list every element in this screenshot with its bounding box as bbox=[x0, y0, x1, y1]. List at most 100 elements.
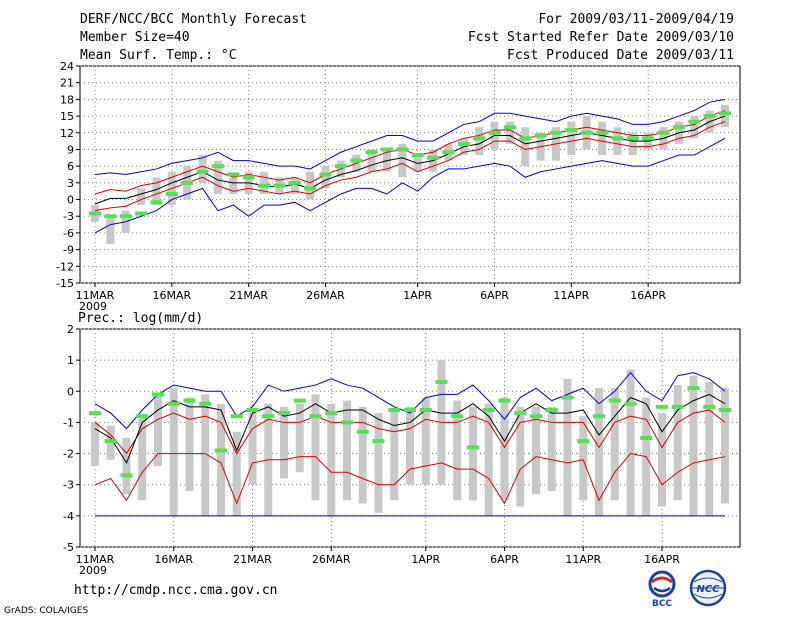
spread-bar bbox=[154, 394, 162, 467]
grads-credit: GrADS: COLA/IGES bbox=[4, 606, 89, 616]
x-tick-label: 11APR bbox=[553, 289, 589, 302]
green-mark bbox=[411, 153, 424, 158]
spread-bar bbox=[232, 431, 241, 516]
green-mark bbox=[565, 127, 578, 132]
y-tick-label: 9 bbox=[67, 143, 74, 156]
x-tick-label: 16MAR bbox=[154, 553, 193, 566]
series-line-mean bbox=[94, 393, 726, 465]
x-tick-label: 16APR bbox=[630, 289, 666, 302]
green-mark bbox=[196, 169, 209, 174]
spread-bar bbox=[367, 149, 376, 172]
precip-variable-label: Prec.: log(mm/d) bbox=[78, 311, 203, 326]
spread-bar bbox=[658, 413, 666, 507]
y-tick-label: -15 bbox=[56, 277, 74, 290]
spread-bar bbox=[690, 116, 699, 139]
spread-bar bbox=[106, 216, 115, 245]
spread-bar bbox=[217, 403, 225, 516]
spread-bar bbox=[260, 171, 269, 194]
series-line-max bbox=[94, 98, 726, 176]
spread-bar bbox=[406, 406, 414, 485]
spread-bar bbox=[390, 409, 399, 501]
green-mark bbox=[442, 150, 455, 155]
green-mark bbox=[215, 448, 227, 453]
green-mark bbox=[288, 180, 301, 185]
x-tick-label: 21MAR bbox=[229, 289, 268, 302]
green-mark bbox=[657, 130, 670, 135]
spread-bar bbox=[295, 403, 304, 473]
spread-bar bbox=[516, 406, 525, 507]
green-mark bbox=[514, 411, 527, 416]
green-mark bbox=[656, 404, 668, 409]
green-mark bbox=[703, 114, 716, 119]
spread-bar bbox=[169, 388, 178, 516]
series-line-lower bbox=[94, 121, 726, 212]
y-tick-label: -6 bbox=[63, 227, 74, 240]
ncc-logo-text: NCC bbox=[696, 584, 720, 595]
green-mark bbox=[372, 439, 385, 444]
x-tick-label: 1APR bbox=[403, 289, 432, 302]
green-mark bbox=[89, 211, 101, 216]
y-tick-label: -1 bbox=[63, 416, 74, 429]
spread-bar bbox=[152, 177, 161, 206]
spread-bar bbox=[475, 127, 484, 156]
green-mark bbox=[309, 414, 322, 419]
green-mark bbox=[473, 136, 486, 141]
green-mark bbox=[262, 414, 275, 419]
source-url[interactable]: http://cmdp.ncc.cma.gov.cn bbox=[74, 583, 278, 598]
spread-bar bbox=[311, 394, 320, 501]
green-mark bbox=[624, 401, 637, 406]
y-tick-label: 15 bbox=[60, 110, 74, 123]
green-mark bbox=[104, 214, 117, 219]
green-mark bbox=[534, 133, 547, 138]
y-tick-label: 1 bbox=[67, 354, 74, 367]
green-mark bbox=[356, 429, 369, 434]
spread-bar bbox=[689, 375, 698, 516]
green-mark bbox=[135, 211, 148, 216]
spread-bar bbox=[91, 422, 99, 467]
green-mark bbox=[293, 398, 306, 403]
spread-bar bbox=[122, 438, 131, 495]
green-mark bbox=[427, 155, 440, 160]
green-mark bbox=[545, 407, 558, 412]
green-mark bbox=[304, 186, 317, 191]
x-tick-label: 26MAR bbox=[306, 289, 345, 302]
spread-bar bbox=[137, 188, 146, 206]
green-mark bbox=[640, 436, 653, 440]
green-mark bbox=[577, 439, 590, 444]
spread-bar bbox=[358, 406, 367, 504]
green-mark bbox=[199, 401, 212, 406]
spread-bar bbox=[343, 400, 351, 501]
green-mark bbox=[211, 164, 224, 169]
x-tick-year-label: 2009 bbox=[79, 300, 107, 313]
spread-bar bbox=[306, 171, 315, 200]
fcst-started-date: Fcst Started Refer Date 2009/03/10 bbox=[467, 30, 734, 45]
spread-bar bbox=[567, 121, 576, 156]
green-mark bbox=[319, 172, 332, 177]
green-mark bbox=[183, 398, 196, 403]
y-tick-label: -5 bbox=[63, 541, 74, 554]
x-tick-year-label: 2009 bbox=[79, 564, 107, 577]
spread-bar bbox=[505, 121, 514, 144]
spread-bar bbox=[290, 177, 299, 194]
spread-bar bbox=[469, 406, 477, 501]
x-tick-label: 11MAR bbox=[76, 553, 115, 566]
spread-bar bbox=[628, 132, 637, 156]
green-mark bbox=[549, 130, 562, 135]
green-mark bbox=[503, 125, 516, 130]
green-mark bbox=[642, 136, 655, 141]
series-line-upper bbox=[94, 409, 726, 455]
bcc-logo-text: BCC bbox=[652, 599, 672, 608]
series-line-lower bbox=[94, 453, 726, 505]
spread-bar bbox=[138, 416, 147, 501]
green-mark bbox=[167, 401, 180, 406]
green-mark bbox=[419, 407, 432, 412]
chart-title: DERF/NCC/BCC Monthly Forecast bbox=[80, 12, 307, 27]
spread-bar bbox=[595, 388, 603, 516]
spread-bar bbox=[398, 143, 407, 178]
green-mark bbox=[688, 119, 701, 124]
green-mark bbox=[104, 439, 117, 444]
y-tick-label: 21 bbox=[60, 77, 74, 90]
y-tick-label: -4 bbox=[63, 510, 74, 523]
y-tick-label: 2 bbox=[67, 323, 74, 336]
green-mark bbox=[435, 379, 448, 384]
